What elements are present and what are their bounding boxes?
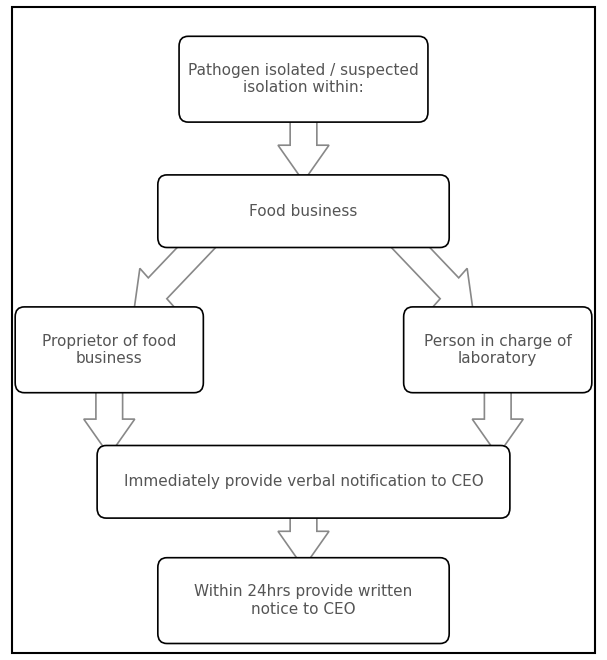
Text: Food business: Food business — [249, 204, 358, 218]
Text: Within 24hrs provide written
notice to CEO: Within 24hrs provide written notice to C… — [194, 584, 413, 617]
Text: Person in charge of
laboratory: Person in charge of laboratory — [424, 333, 572, 366]
Text: Immediately provide verbal notification to CEO: Immediately provide verbal notification … — [124, 475, 483, 489]
FancyBboxPatch shape — [158, 175, 449, 248]
FancyBboxPatch shape — [97, 446, 510, 518]
FancyBboxPatch shape — [15, 307, 203, 393]
Polygon shape — [134, 211, 231, 314]
Polygon shape — [278, 112, 329, 182]
FancyBboxPatch shape — [158, 558, 449, 643]
FancyBboxPatch shape — [179, 36, 428, 122]
Polygon shape — [376, 211, 473, 314]
Text: Pathogen isolated / suspected
isolation within:: Pathogen isolated / suspected isolation … — [188, 63, 419, 96]
FancyBboxPatch shape — [404, 307, 592, 393]
Polygon shape — [278, 508, 329, 568]
Text: Proprietor of food
business: Proprietor of food business — [42, 333, 177, 366]
Polygon shape — [84, 383, 135, 455]
Polygon shape — [472, 383, 523, 455]
